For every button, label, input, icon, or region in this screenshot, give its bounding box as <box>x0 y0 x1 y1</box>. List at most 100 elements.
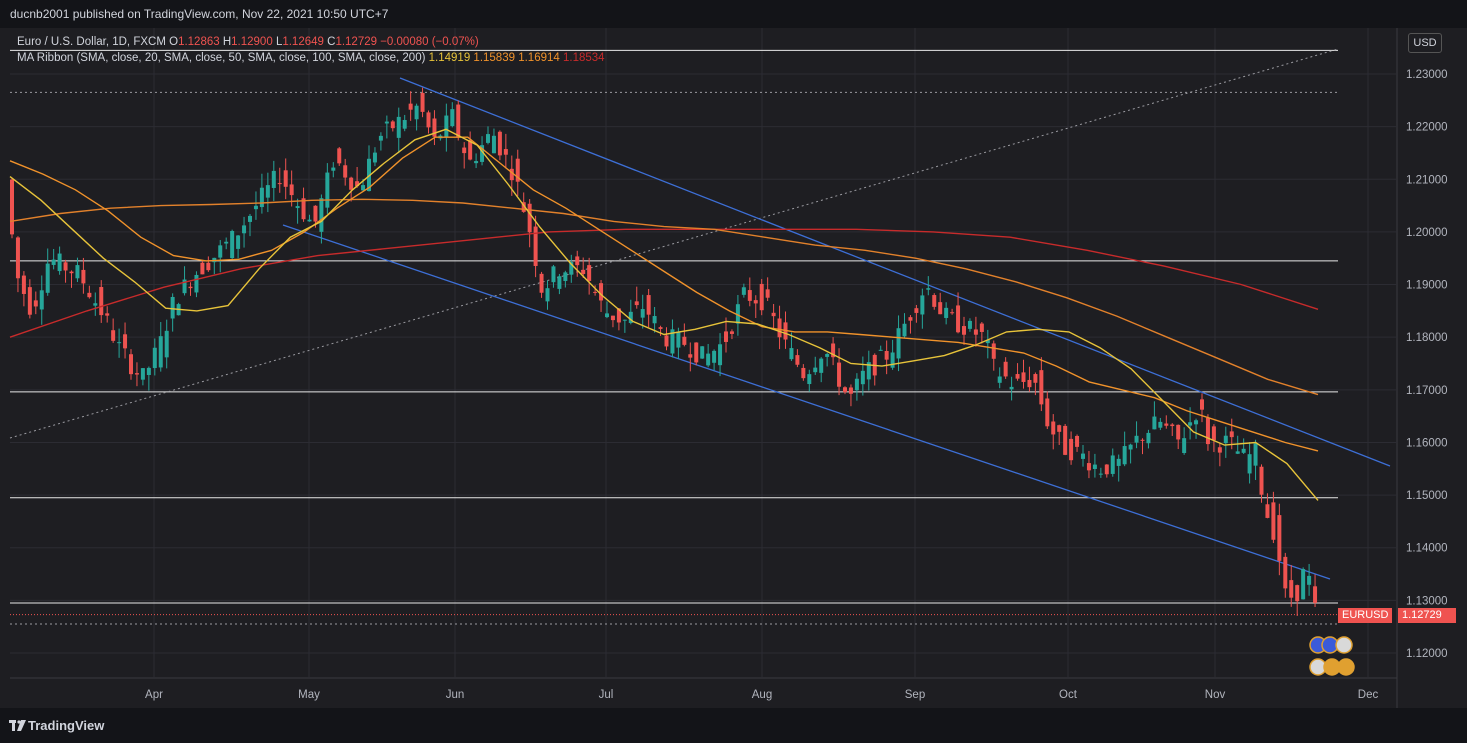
candle-body[interactable] <box>670 329 675 354</box>
candle-body[interactable] <box>1211 426 1216 441</box>
candle-body[interactable] <box>331 167 336 171</box>
candle-body[interactable] <box>1104 464 1109 475</box>
candle-body[interactable] <box>503 149 508 155</box>
candle-body[interactable] <box>515 158 520 182</box>
candle-body[interactable] <box>33 300 38 307</box>
candle-body[interactable] <box>1313 586 1318 603</box>
candle-body[interactable] <box>569 262 574 275</box>
candle-body[interactable] <box>581 269 586 274</box>
candle-body[interactable] <box>432 118 437 137</box>
candle-body[interactable] <box>575 256 580 266</box>
candle-body[interactable] <box>402 120 407 129</box>
candle-body[interactable] <box>771 312 776 317</box>
candle-body[interactable] <box>807 374 812 385</box>
candle-body[interactable] <box>605 313 609 318</box>
candle-body[interactable] <box>795 355 800 365</box>
candle-body[interactable] <box>658 327 663 329</box>
candle-body[interactable] <box>1045 398 1050 427</box>
candle-body[interactable] <box>718 344 723 366</box>
candle-body[interactable] <box>378 135 383 141</box>
candle-body[interactable] <box>349 177 354 190</box>
candle-body[interactable] <box>63 262 68 271</box>
candle-body[interactable] <box>813 367 818 373</box>
candle-body[interactable] <box>1265 504 1270 518</box>
candle-body[interactable] <box>75 265 80 279</box>
candle-body[interactable] <box>819 358 824 373</box>
candle-body[interactable] <box>1146 432 1151 444</box>
candle-body[interactable] <box>1200 399 1204 410</box>
candle-body[interactable] <box>390 121 395 129</box>
candle-body[interactable] <box>1307 575 1312 585</box>
candle-body[interactable] <box>956 305 961 333</box>
candle-body[interactable] <box>1128 444 1133 450</box>
candle-body[interactable] <box>539 273 544 293</box>
candle-body[interactable] <box>230 230 235 259</box>
candle-body[interactable] <box>866 362 871 380</box>
candle-body[interactable] <box>640 309 645 318</box>
candle-body[interactable] <box>610 315 615 321</box>
candle-body[interactable] <box>420 92 425 112</box>
candle-body[interactable] <box>295 206 300 209</box>
candle-body[interactable] <box>426 112 431 128</box>
candle-body[interactable] <box>129 354 133 375</box>
candle-body[interactable] <box>414 105 419 120</box>
candle-body[interactable] <box>1223 435 1228 444</box>
candle-body[interactable] <box>700 346 705 359</box>
candle-body[interactable] <box>545 288 550 302</box>
candle-body[interactable] <box>1098 473 1103 475</box>
candle-body[interactable] <box>450 109 455 127</box>
candle-body[interactable] <box>1140 439 1145 441</box>
candle-body[interactable] <box>384 121 389 124</box>
candle-body[interactable] <box>616 308 621 323</box>
candle-body[interactable] <box>480 145 485 162</box>
candle-body[interactable] <box>355 181 360 187</box>
candle-body[interactable] <box>15 237 20 279</box>
candle-body[interactable] <box>170 296 175 319</box>
candle-body[interactable] <box>652 316 657 324</box>
candle-body[interactable] <box>146 367 151 376</box>
candle-body[interactable] <box>140 368 145 380</box>
candle-body[interactable] <box>277 183 282 185</box>
candle-body[interactable] <box>271 170 276 188</box>
candle-body[interactable] <box>1217 447 1222 453</box>
candle-body[interactable] <box>57 253 62 272</box>
candle-body[interactable] <box>646 295 651 315</box>
candle-body[interactable] <box>890 352 895 368</box>
candle-body[interactable] <box>289 184 294 196</box>
candle-body[interactable] <box>1301 569 1306 600</box>
candle-body[interactable] <box>1289 580 1294 598</box>
candle-body[interactable] <box>152 347 157 369</box>
candle-body[interactable] <box>206 262 211 271</box>
candle-body[interactable] <box>1027 379 1032 388</box>
candle-body[interactable] <box>99 287 104 316</box>
candle-body[interactable] <box>1003 361 1008 377</box>
candle-body[interactable] <box>997 376 1002 383</box>
candle-body[interactable] <box>259 187 264 208</box>
candle-body[interactable] <box>676 331 681 348</box>
candle-body[interactable] <box>10 179 14 235</box>
candle-body[interactable] <box>682 336 687 345</box>
candle-body[interactable] <box>688 354 693 358</box>
candle-body[interactable] <box>622 319 627 321</box>
candle-body[interactable] <box>878 349 883 351</box>
candle-body[interactable] <box>236 235 241 249</box>
candle-body[interactable] <box>664 335 669 347</box>
candle-body[interactable] <box>908 317 913 321</box>
candle-body[interactable] <box>944 307 949 318</box>
candle-body[interactable] <box>224 241 229 244</box>
candle-body[interactable] <box>486 134 490 143</box>
candle-body[interactable] <box>283 170 288 187</box>
candle-body[interactable] <box>1134 435 1139 443</box>
candle-body[interactable] <box>497 131 502 156</box>
candle-body[interactable] <box>1170 424 1175 427</box>
candle-body[interactable] <box>938 302 943 315</box>
candle-body[interactable] <box>753 300 758 304</box>
candle-body[interactable] <box>973 329 978 335</box>
candle-body[interactable] <box>724 331 728 342</box>
candle-body[interactable] <box>854 378 859 391</box>
candle-body[interactable] <box>599 283 604 301</box>
candle-body[interactable] <box>587 265 592 281</box>
candle-body[interactable] <box>182 279 187 294</box>
currency-button[interactable]: USD <box>1408 33 1442 53</box>
candle-body[interactable] <box>1253 443 1258 466</box>
